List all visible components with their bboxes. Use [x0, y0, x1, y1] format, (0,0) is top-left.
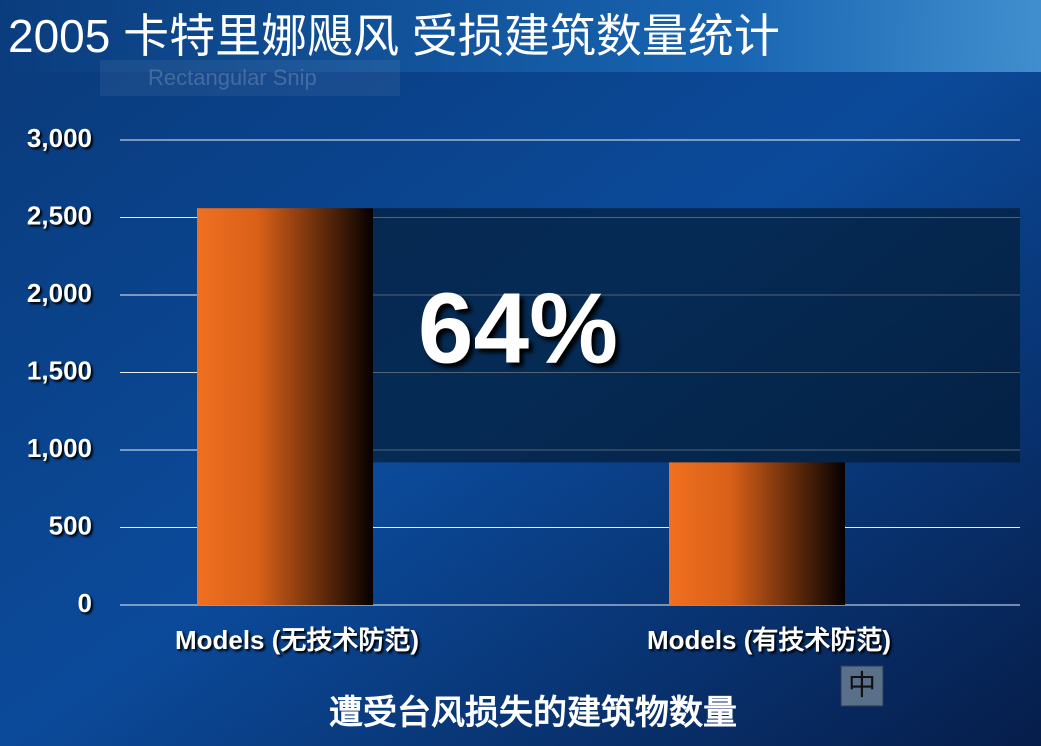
x-tick-label: Models (无技术防范): [175, 625, 419, 655]
x-tick-label: Models (有技术防范): [647, 625, 891, 655]
annotation: 64%: [418, 272, 618, 384]
y-tick-label: 0: [78, 588, 92, 618]
y-tick-label: 1,500: [27, 355, 92, 385]
bar: [197, 208, 373, 605]
title-band: [0, 0, 1041, 72]
difference-band: [373, 208, 1020, 463]
y-tick-label: 3,000: [27, 123, 92, 153]
y-tick-label: 500: [49, 510, 92, 540]
ime-box: [840, 665, 884, 707]
snip-label: Rectangular Snip: [148, 65, 317, 90]
y-tick-label: 2,000: [27, 278, 92, 308]
ime-indicator: 中: [848, 669, 876, 700]
snip-box: [100, 60, 400, 96]
x-axis-title: 遭受台风损失的建筑物数量: [329, 694, 737, 732]
chart-title: 2005 卡特里娜飓风 受损建筑数量统计: [8, 10, 780, 62]
y-tick-label: 1,000: [27, 433, 92, 463]
bar: [669, 462, 845, 605]
y-tick-label: 2,500: [27, 200, 92, 230]
